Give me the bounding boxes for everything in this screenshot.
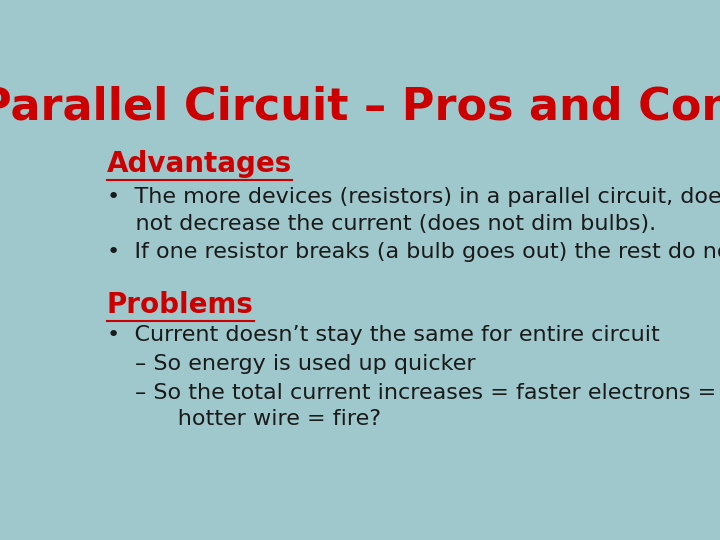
Text: – So energy is used up quicker: – So energy is used up quicker: [135, 354, 475, 374]
Text: Advantages: Advantages: [107, 150, 292, 178]
Text: •  Current doesn’t stay the same for entire circuit: • Current doesn’t stay the same for enti…: [107, 325, 660, 345]
Text: Parallel Circuit – Pros and Cons: Parallel Circuit – Pros and Cons: [0, 85, 720, 129]
Text: – So the total current increases = faster electrons =
      hotter wire = fire?: – So the total current increases = faste…: [135, 383, 716, 429]
Text: •  The more devices (resistors) in a parallel circuit, does
    not decrease the: • The more devices (resistors) in a para…: [107, 187, 720, 234]
Text: Problems: Problems: [107, 292, 253, 320]
Text: •  If one resistor breaks (a bulb goes out) the rest do not.: • If one resistor breaks (a bulb goes ou…: [107, 241, 720, 261]
